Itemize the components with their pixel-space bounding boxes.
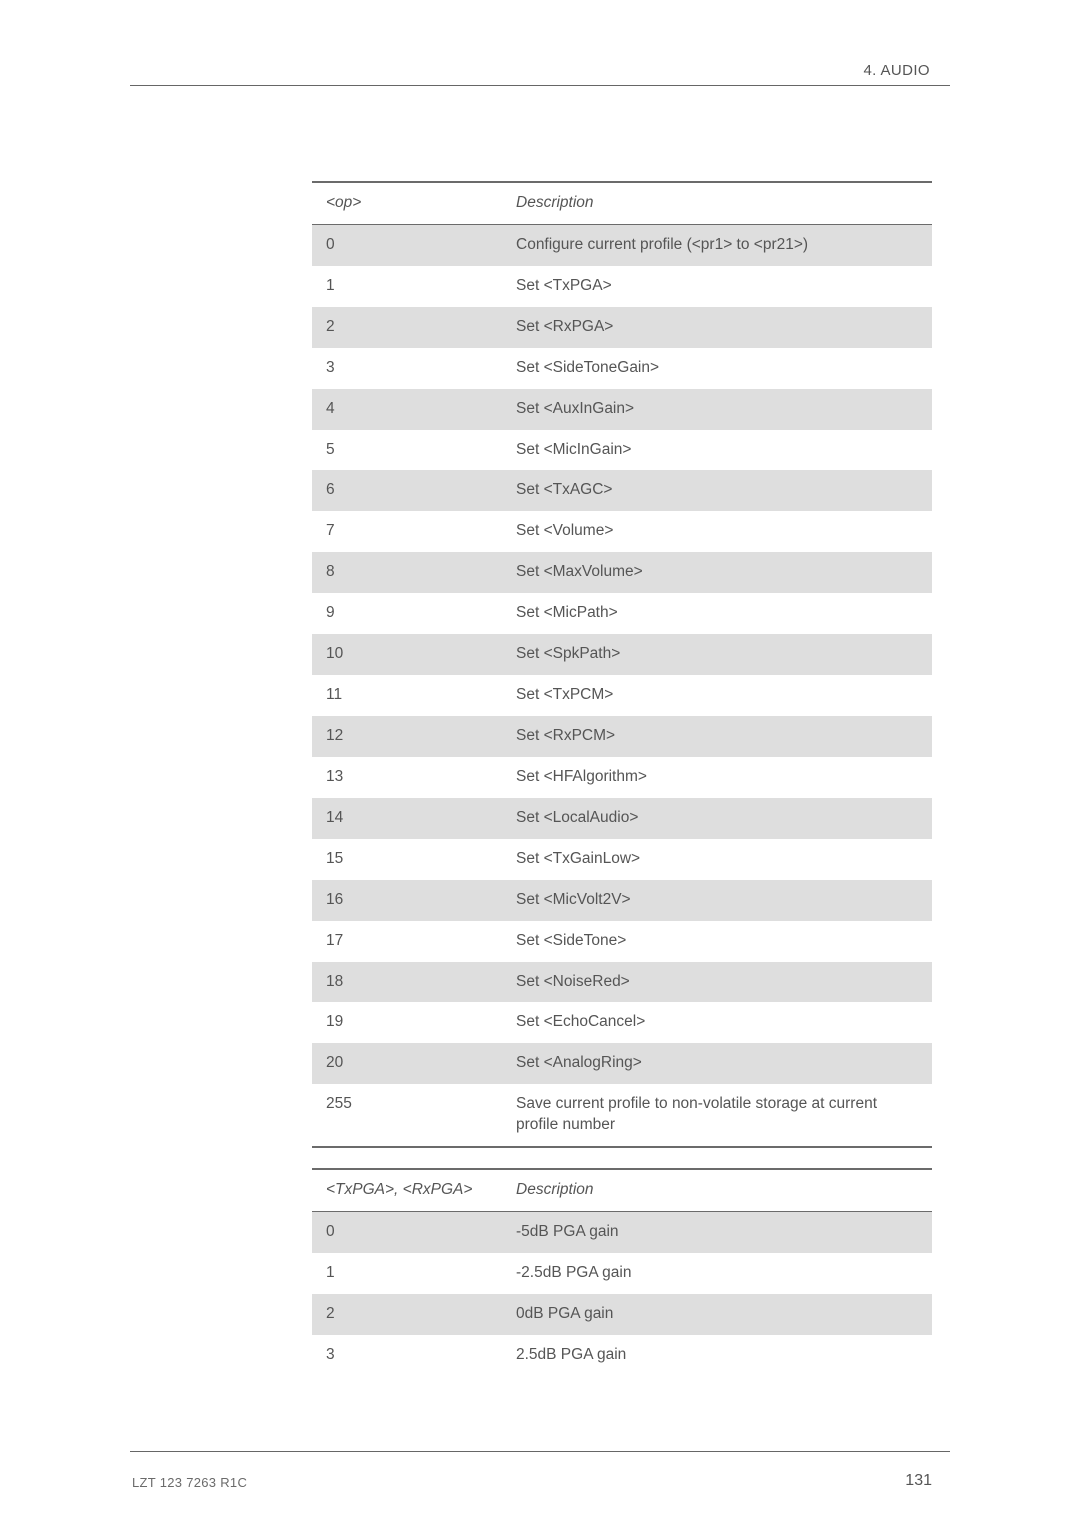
cell-desc: Set <MicInGain> xyxy=(502,430,932,471)
cell-desc: Set <EchoCancel> xyxy=(502,1002,932,1043)
cell-key: 11 xyxy=(312,675,502,716)
pga-table-header: <TxPGA>, <RxPGA> Description xyxy=(312,1170,932,1211)
page: 4. AUDIO <op> Description 0 Configure cu… xyxy=(0,0,1080,1528)
table-row: 9 Set <MicPath> xyxy=(312,593,932,634)
cell-key: 15 xyxy=(312,839,502,880)
cell-desc: Set <NoiseRed> xyxy=(502,962,932,1003)
table-row: 2 0dB PGA gain xyxy=(312,1294,932,1335)
table-row: 0 -5dB PGA gain xyxy=(312,1212,932,1253)
cell-key: 20 xyxy=(312,1043,502,1084)
table-row: 13 Set <HFAlgorithm> xyxy=(312,757,932,798)
table-row: 15 Set <TxGainLow> xyxy=(312,839,932,880)
cell-desc: Configure current profile (<pr1> to <pr2… xyxy=(502,225,932,266)
pga-col-desc: Description xyxy=(502,1170,932,1211)
table-row: 3 Set <SideToneGain> xyxy=(312,348,932,389)
table-row: 4 Set <AuxInGain> xyxy=(312,389,932,430)
cell-key: 7 xyxy=(312,511,502,552)
cell-key: 6 xyxy=(312,470,502,511)
table-row: 20 Set <AnalogRing> xyxy=(312,1043,932,1084)
tables-wrap: <op> Description 0 Configure current pro… xyxy=(312,181,932,1376)
cell-desc: Set <SpkPath> xyxy=(502,634,932,675)
cell-desc: Set <TxGainLow> xyxy=(502,839,932,880)
cell-key: 2 xyxy=(312,1294,502,1335)
cell-desc: -2.5dB PGA gain xyxy=(502,1253,932,1294)
table-gap xyxy=(312,1148,932,1168)
footer-rule xyxy=(130,1451,950,1452)
cell-key: 14 xyxy=(312,798,502,839)
cell-desc: Set <MicPath> xyxy=(502,593,932,634)
cell-key: 12 xyxy=(312,716,502,757)
cell-desc: Set <MaxVolume> xyxy=(502,552,932,593)
cell-key: 9 xyxy=(312,593,502,634)
cell-desc: Set <HFAlgorithm> xyxy=(502,757,932,798)
header-section: 4. AUDIO xyxy=(0,62,1080,79)
cell-desc: 2.5dB PGA gain xyxy=(502,1335,932,1376)
cell-key: 17 xyxy=(312,921,502,962)
cell-desc: Set <Volume> xyxy=(502,511,932,552)
cell-key: 13 xyxy=(312,757,502,798)
header-rule xyxy=(130,85,950,86)
table-row: 1 Set <TxPGA> xyxy=(312,266,932,307)
pga-table: <TxPGA>, <RxPGA> Description 0 -5dB PGA … xyxy=(312,1168,932,1376)
cell-desc: Set <TxPCM> xyxy=(502,675,932,716)
cell-key: 0 xyxy=(312,225,502,266)
cell-key: 5 xyxy=(312,430,502,471)
table-row: 6 Set <TxAGC> xyxy=(312,470,932,511)
op-col-key: <op> xyxy=(312,183,502,224)
table-row: 2 Set <RxPGA> xyxy=(312,307,932,348)
cell-desc: 0dB PGA gain xyxy=(502,1294,932,1335)
cell-key: 1 xyxy=(312,266,502,307)
cell-desc: Set <AnalogRing> xyxy=(502,1043,932,1084)
cell-key: 8 xyxy=(312,552,502,593)
table-row: 14 Set <LocalAudio> xyxy=(312,798,932,839)
cell-key: 1 xyxy=(312,1253,502,1294)
cell-desc: Set <SideTone> xyxy=(502,921,932,962)
table-row: 7 Set <Volume> xyxy=(312,511,932,552)
cell-desc: Set <LocalAudio> xyxy=(502,798,932,839)
pga-col-key: <TxPGA>, <RxPGA> xyxy=(312,1170,502,1211)
footer-doc-id: LZT 123 7263 R1C xyxy=(132,1475,247,1490)
footer-page-num: 131 xyxy=(905,1472,932,1490)
table-row: 16 Set <MicVolt2V> xyxy=(312,880,932,921)
table-row: 19 Set <EchoCancel> xyxy=(312,1002,932,1043)
cell-desc: Set <MicVolt2V> xyxy=(502,880,932,921)
table-row: 11 Set <TxPCM> xyxy=(312,675,932,716)
table-row: 5 Set <MicInGain> xyxy=(312,430,932,471)
cell-desc: Set <RxPGA> xyxy=(502,307,932,348)
cell-key: 4 xyxy=(312,389,502,430)
cell-desc: Set <TxAGC> xyxy=(502,470,932,511)
table-row: 17 Set <SideTone> xyxy=(312,921,932,962)
cell-key: 10 xyxy=(312,634,502,675)
table-row: 12 Set <RxPCM> xyxy=(312,716,932,757)
cell-desc: Save current profile to non-volatile sto… xyxy=(502,1084,932,1147)
cell-key: 255 xyxy=(312,1084,502,1147)
cell-desc: -5dB PGA gain xyxy=(502,1212,932,1253)
table-row: 10 Set <SpkPath> xyxy=(312,634,932,675)
cell-key: 2 xyxy=(312,307,502,348)
table-row: 18 Set <NoiseRed> xyxy=(312,962,932,1003)
cell-desc: Set <TxPGA> xyxy=(502,266,932,307)
op-table-header: <op> Description xyxy=(312,183,932,224)
cell-key: 3 xyxy=(312,1335,502,1376)
table-row: 255 Save current profile to non-volatile… xyxy=(312,1084,932,1147)
cell-key: 16 xyxy=(312,880,502,921)
cell-key: 3 xyxy=(312,348,502,389)
cell-key: 19 xyxy=(312,1002,502,1043)
cell-desc: Set <SideToneGain> xyxy=(502,348,932,389)
table-row: 0 Configure current profile (<pr1> to <p… xyxy=(312,225,932,266)
table-row: 3 2.5dB PGA gain xyxy=(312,1335,932,1376)
cell-desc: Set <RxPCM> xyxy=(502,716,932,757)
table-row: 1 -2.5dB PGA gain xyxy=(312,1253,932,1294)
op-table: <op> Description 0 Configure current pro… xyxy=(312,181,932,1148)
op-col-desc: Description xyxy=(502,183,932,224)
cell-key: 0 xyxy=(312,1212,502,1253)
cell-key: 18 xyxy=(312,962,502,1003)
cell-desc: Set <AuxInGain> xyxy=(502,389,932,430)
table-row: 8 Set <MaxVolume> xyxy=(312,552,932,593)
